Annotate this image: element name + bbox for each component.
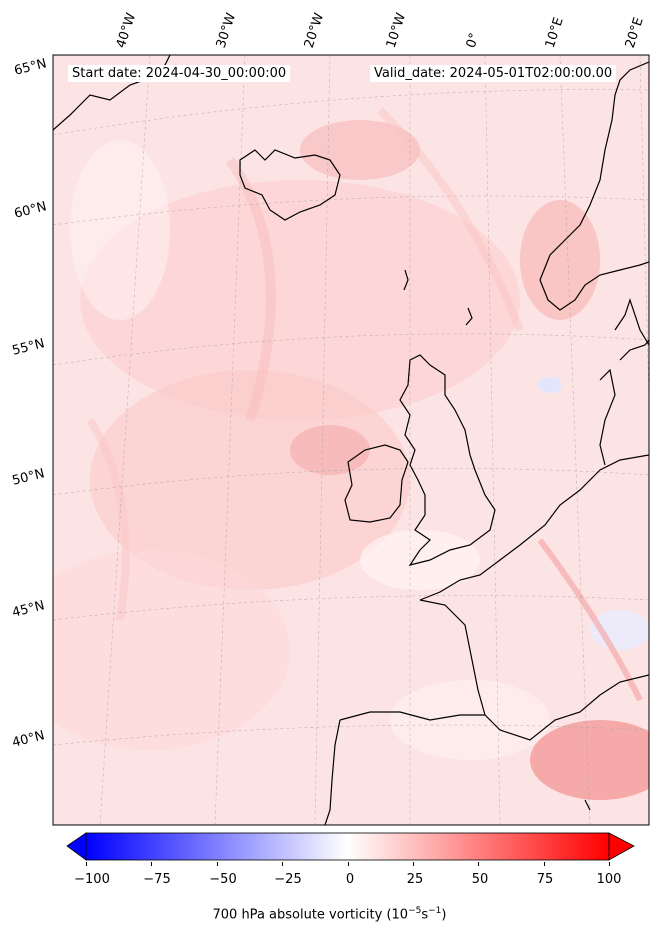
ireland-coast bbox=[344, 444, 409, 523]
coastlines bbox=[53, 55, 649, 825]
scandinavia-south bbox=[539, 261, 649, 311]
uk-coast bbox=[399, 354, 496, 566]
colorbar-tick-label: 75 bbox=[536, 872, 554, 887]
iberia-coast bbox=[339, 674, 649, 741]
iberia-west bbox=[324, 719, 341, 825]
colorbar bbox=[66, 832, 635, 861]
colorbar-title: 700 hPa absolute vorticity (10−5s−1) bbox=[212, 906, 447, 923]
orkney bbox=[465, 307, 473, 326]
colorbar-bar bbox=[85, 832, 610, 861]
iceland-coast bbox=[239, 149, 341, 221]
colorbar-tick-label: 100 bbox=[596, 872, 622, 887]
norway-west bbox=[614, 298, 649, 346]
scandinavia-coast bbox=[539, 61, 649, 281]
colorbar-high-extend bbox=[608, 832, 635, 861]
colorbar-tick-label: 0 bbox=[345, 872, 355, 887]
colorbar-tick-label: −25 bbox=[274, 872, 302, 887]
shetland bbox=[403, 269, 409, 291]
colorbar-low-extend bbox=[66, 832, 87, 861]
graticule bbox=[53, 55, 649, 825]
start-date-label: Start date: 2024-04-30_00:00:00 bbox=[68, 65, 291, 82]
colorbar-tick-label: −75 bbox=[143, 872, 171, 887]
colorbar-tick-label: 25 bbox=[406, 872, 424, 887]
colorbar-tick-label: −50 bbox=[209, 872, 237, 887]
colorbar-tick-label: 50 bbox=[471, 872, 489, 887]
vorticity-field bbox=[53, 55, 649, 825]
denmark-coast bbox=[599, 368, 616, 466]
corsica bbox=[584, 799, 591, 811]
europe-coast bbox=[419, 454, 649, 601]
biscay-coast bbox=[419, 599, 486, 716]
colorbar-tick-label: −100 bbox=[74, 872, 110, 887]
valid-date-label: Valid_date: 2024-05-01T02:00:00.00 bbox=[370, 65, 617, 82]
map-frame bbox=[52, 54, 650, 826]
